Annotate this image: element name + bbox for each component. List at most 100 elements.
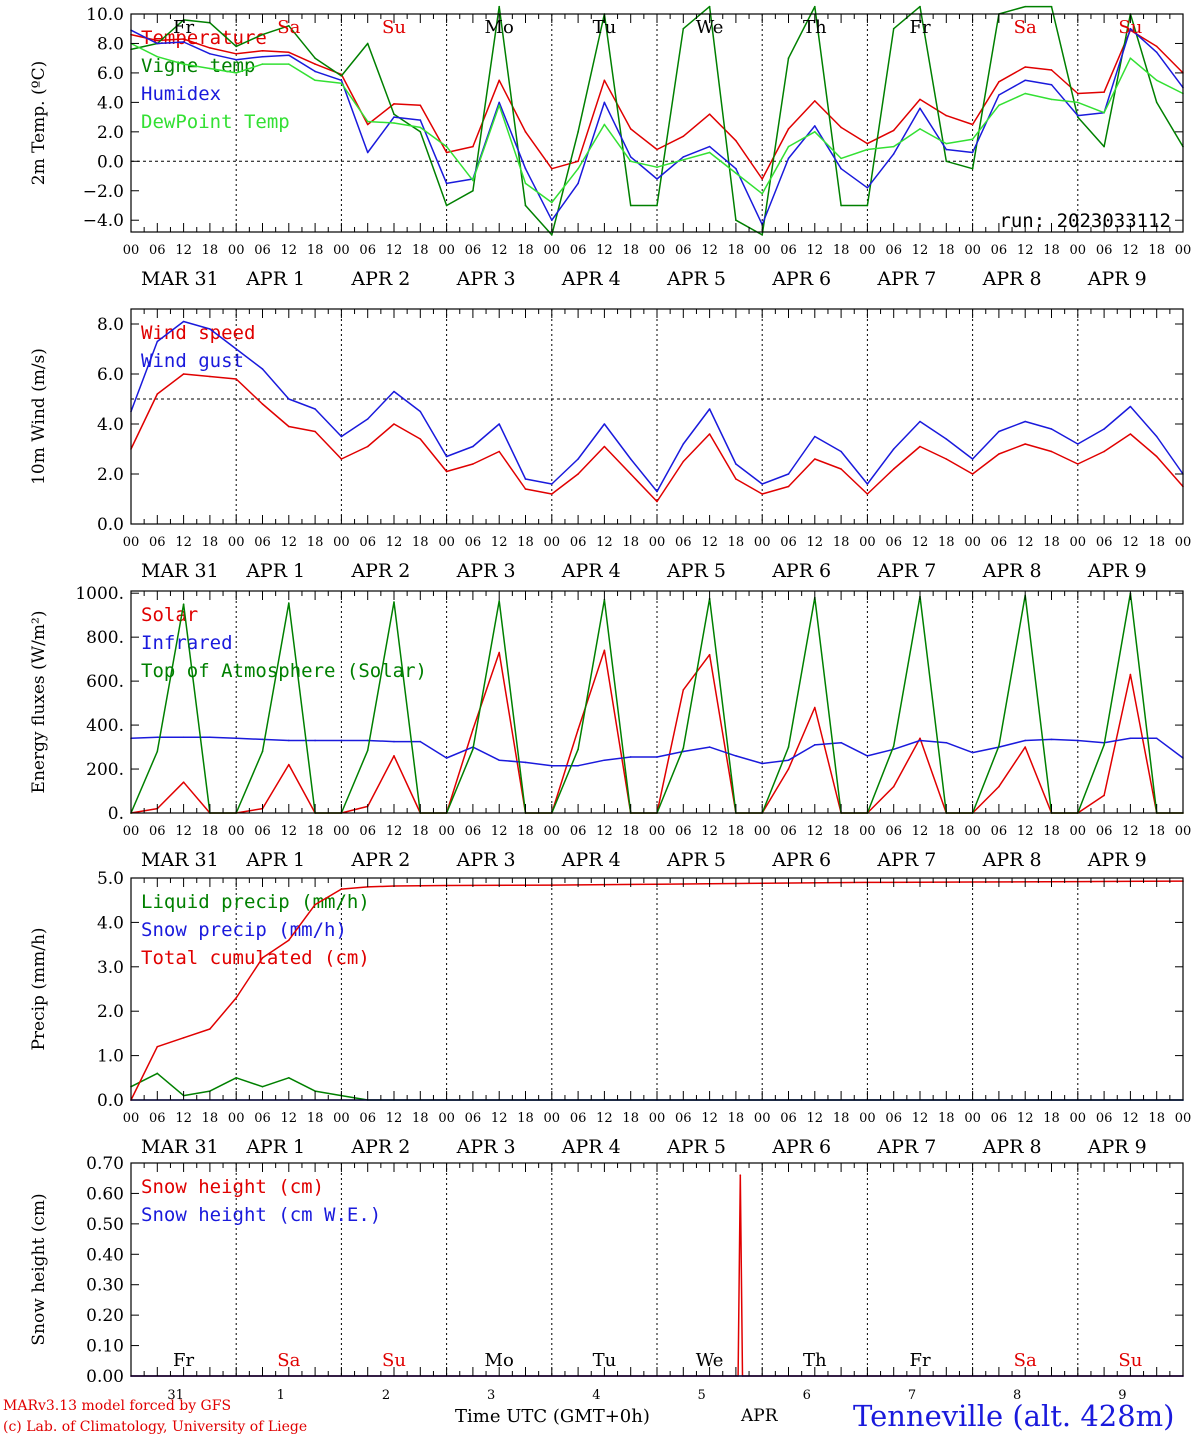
flux-series-0-point <box>998 785 1000 788</box>
temp-series-2-point <box>261 55 264 58</box>
wind-hour-label: 06 <box>254 535 271 550</box>
wind-series-1-point <box>366 418 369 420</box>
temp-hour-label: 12 <box>491 243 508 258</box>
temp-series-2-point <box>235 58 237 61</box>
temp-series-0-point <box>524 131 527 133</box>
flux-hour-label: 06 <box>465 824 482 839</box>
temp-series-2-point <box>524 167 527 170</box>
temp-date-label: APR 8 <box>982 268 1042 290</box>
temp-hour-label: 00 <box>123 243 140 258</box>
temp-series-1-point <box>1103 145 1105 148</box>
snow-weekday-label: Fr <box>909 1350 930 1371</box>
precip-series-2-point <box>182 1037 185 1039</box>
temp-series-3-point <box>1129 57 1132 59</box>
temp-series-1-point <box>340 75 343 77</box>
flux-hour-label: 12 <box>281 824 298 839</box>
flux-series-0-point <box>288 763 290 766</box>
wind-hour-label: 18 <box>517 535 534 550</box>
precip-series-2-point <box>340 888 343 890</box>
temp-series-3-point <box>472 179 474 182</box>
temp-series-1-point <box>708 5 711 8</box>
temp-series-0-point <box>1050 69 1053 71</box>
temp-series-2-point <box>866 187 869 189</box>
temp-series-0-point <box>840 126 842 129</box>
temp-hour-label: 12 <box>386 243 403 258</box>
temp-series-0-point <box>708 113 711 115</box>
precip-legend-1: Snow precip (mm/h) <box>141 919 347 941</box>
wind-series-1-point <box>156 340 159 343</box>
temp-hour-label: 00 <box>438 243 455 258</box>
temp-series-2-point <box>682 156 685 158</box>
flux-series-0-point <box>787 768 790 770</box>
temp-series-0-point <box>814 100 816 102</box>
temp-series-2-point <box>393 116 395 118</box>
temp-series-2-point <box>577 182 579 185</box>
wind-series-0-point <box>209 375 211 378</box>
temp-series-2-point <box>498 101 501 104</box>
flux-hour-label: 00 <box>649 824 666 839</box>
temp-series-1-point <box>735 219 737 222</box>
flux-hour-label: 18 <box>1043 824 1060 839</box>
snow-ytick-label: 0.60 <box>86 1184 124 1204</box>
precip-hour-label: 12 <box>701 1111 718 1126</box>
precip-hour-label: 00 <box>859 1111 876 1126</box>
wind-hour-label: 00 <box>859 535 876 550</box>
month-label: APR <box>741 1406 778 1426</box>
precip-ylabel: Precip (mm/h) <box>29 927 49 1050</box>
precip-hour-label: 00 <box>438 1111 455 1126</box>
temp-hour-label: 06 <box>254 243 271 258</box>
flux-series-1-point <box>340 739 343 742</box>
wind-series-0-point <box>682 460 685 463</box>
temp-series-0-point <box>1024 66 1026 68</box>
flux-series-0-point <box>1129 673 1132 676</box>
precip-hour-label: 12 <box>596 1111 613 1126</box>
wind-hour-label: 00 <box>123 535 140 550</box>
temp-series-3-point <box>814 131 816 133</box>
wind-date-label: APR 1 <box>245 560 305 582</box>
temp-series-2-point <box>735 167 737 170</box>
flux-hour-label: 12 <box>596 824 613 839</box>
temp-date-label: APR 5 <box>666 268 726 290</box>
snow-weekday-label: Th <box>803 1350 827 1371</box>
precip-series-2-point <box>261 957 264 959</box>
precip-hour-label: 18 <box>1148 1111 1165 1126</box>
snow-day-number: 2 <box>382 1388 390 1403</box>
flux-date-label: APR 2 <box>350 849 410 871</box>
precip-hour-label: 00 <box>964 1111 981 1126</box>
wind-hour-label: 06 <box>780 535 797 550</box>
precip-ytick-label: 5.0 <box>97 869 124 889</box>
flux-hour-label: 06 <box>570 824 587 839</box>
wind-series-1-point <box>787 473 790 475</box>
wind-series-1-point <box>814 435 816 438</box>
temp-series-3-point <box>261 63 264 65</box>
snow-ytick-label: 0.20 <box>86 1306 124 1326</box>
flux-date-label: MAR 31 <box>141 849 219 871</box>
precip-date-label: APR 9 <box>1087 1136 1147 1158</box>
flux-hour-label: 00 <box>123 824 140 839</box>
flux-series-2-point <box>261 750 264 753</box>
precip-hour-label: 18 <box>938 1111 955 1126</box>
wind-series-0-point <box>708 433 711 435</box>
temp-series-0-point <box>288 51 290 54</box>
snow-weekday-label: Su <box>1118 1350 1142 1371</box>
temp-series-1-point <box>577 131 579 133</box>
wind-hour-label: 18 <box>1043 535 1060 550</box>
flux-series-0-point <box>708 653 711 656</box>
precip-date-label: APR 8 <box>982 1136 1042 1158</box>
temp-series-2-point <box>1024 79 1026 82</box>
temp-series-0-point <box>235 52 237 55</box>
temp-series-0-point <box>761 178 763 180</box>
flux-hour-label: 18 <box>412 824 429 839</box>
wind-hour-label: 12 <box>491 535 508 550</box>
wind-series-0-point <box>472 463 474 465</box>
wind-series-1-point <box>892 448 895 450</box>
wind-series-1-point <box>1077 443 1079 445</box>
wind-date-label: APR 2 <box>350 560 410 582</box>
temp-series-3-point <box>551 201 553 204</box>
wind-date-label: APR 5 <box>666 560 726 582</box>
temp-series-2-point <box>971 151 974 154</box>
temp-series-1-point <box>1024 5 1026 8</box>
temp-hour-label: 18 <box>517 243 534 258</box>
flux-series-1-point <box>735 755 737 757</box>
temp-hour-label: 18 <box>412 243 429 258</box>
